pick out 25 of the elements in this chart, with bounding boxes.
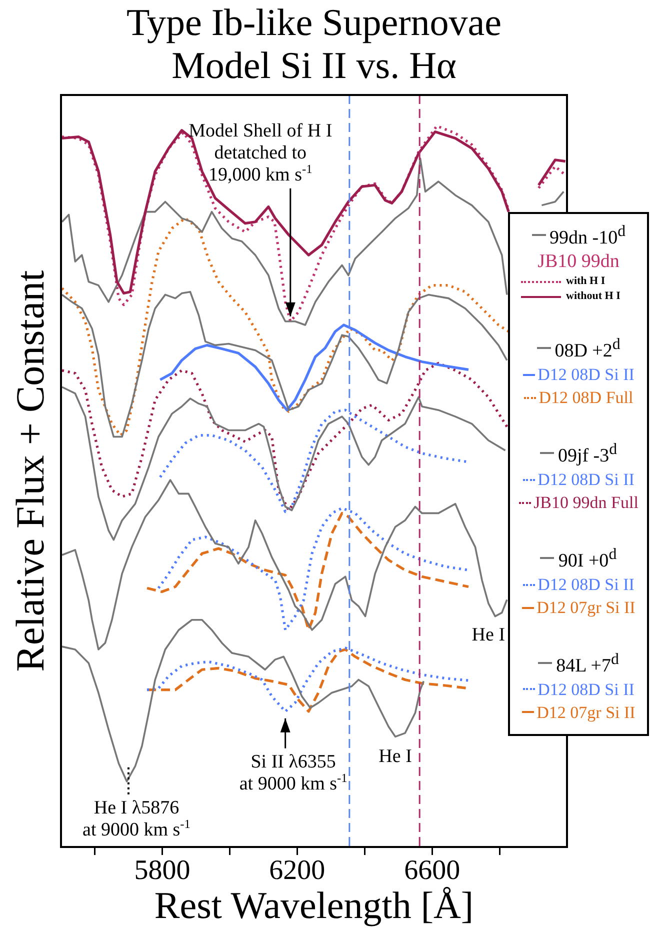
legend-label: 84L +7$^{d}$ — [556, 650, 619, 678]
legend-label: D12 08D Full — [538, 387, 634, 410]
legend-label: D12 08D Si II — [538, 678, 634, 701]
legend-label: JB10 99dn Full — [534, 492, 638, 514]
legend-label: D12 08D Si II — [538, 574, 634, 596]
x-axis-title: Rest Wavelength [Å] — [154, 885, 474, 928]
chart-subtitle: Model Si II vs. Hα — [170, 45, 458, 88]
legend-label: 90I +0$^{d}$ — [558, 544, 617, 574]
legend-title: JB10 99dn — [536, 250, 620, 274]
annotation: He I — [472, 624, 506, 646]
x-tick-label: 6200 — [269, 855, 326, 886]
y-axis-title: Relative Flux + Constant — [6, 270, 54, 672]
legend-label: 99dn -10$^{d}$ — [550, 222, 626, 250]
legend-label: 08D +2$^{d}$ — [554, 334, 620, 364]
legend-label: D12 07gr Si II — [536, 702, 636, 724]
annotation: He I — [378, 746, 412, 767]
legend-label: D12 08D Si II — [538, 469, 634, 492]
x-tick-label: 6600 — [404, 855, 460, 886]
legend-label: with H I — [566, 274, 606, 290]
legend-label: without H I — [566, 289, 622, 304]
x-tick-label: 5800 — [134, 855, 190, 886]
chart-title: Type Ib-like Supernovae — [125, 2, 503, 45]
legend-label: D12 07gr Si II — [536, 597, 636, 620]
legend-label: 09jf -3$^{d}$ — [558, 440, 618, 468]
legend-label: D12 08D Si II — [538, 364, 634, 386]
